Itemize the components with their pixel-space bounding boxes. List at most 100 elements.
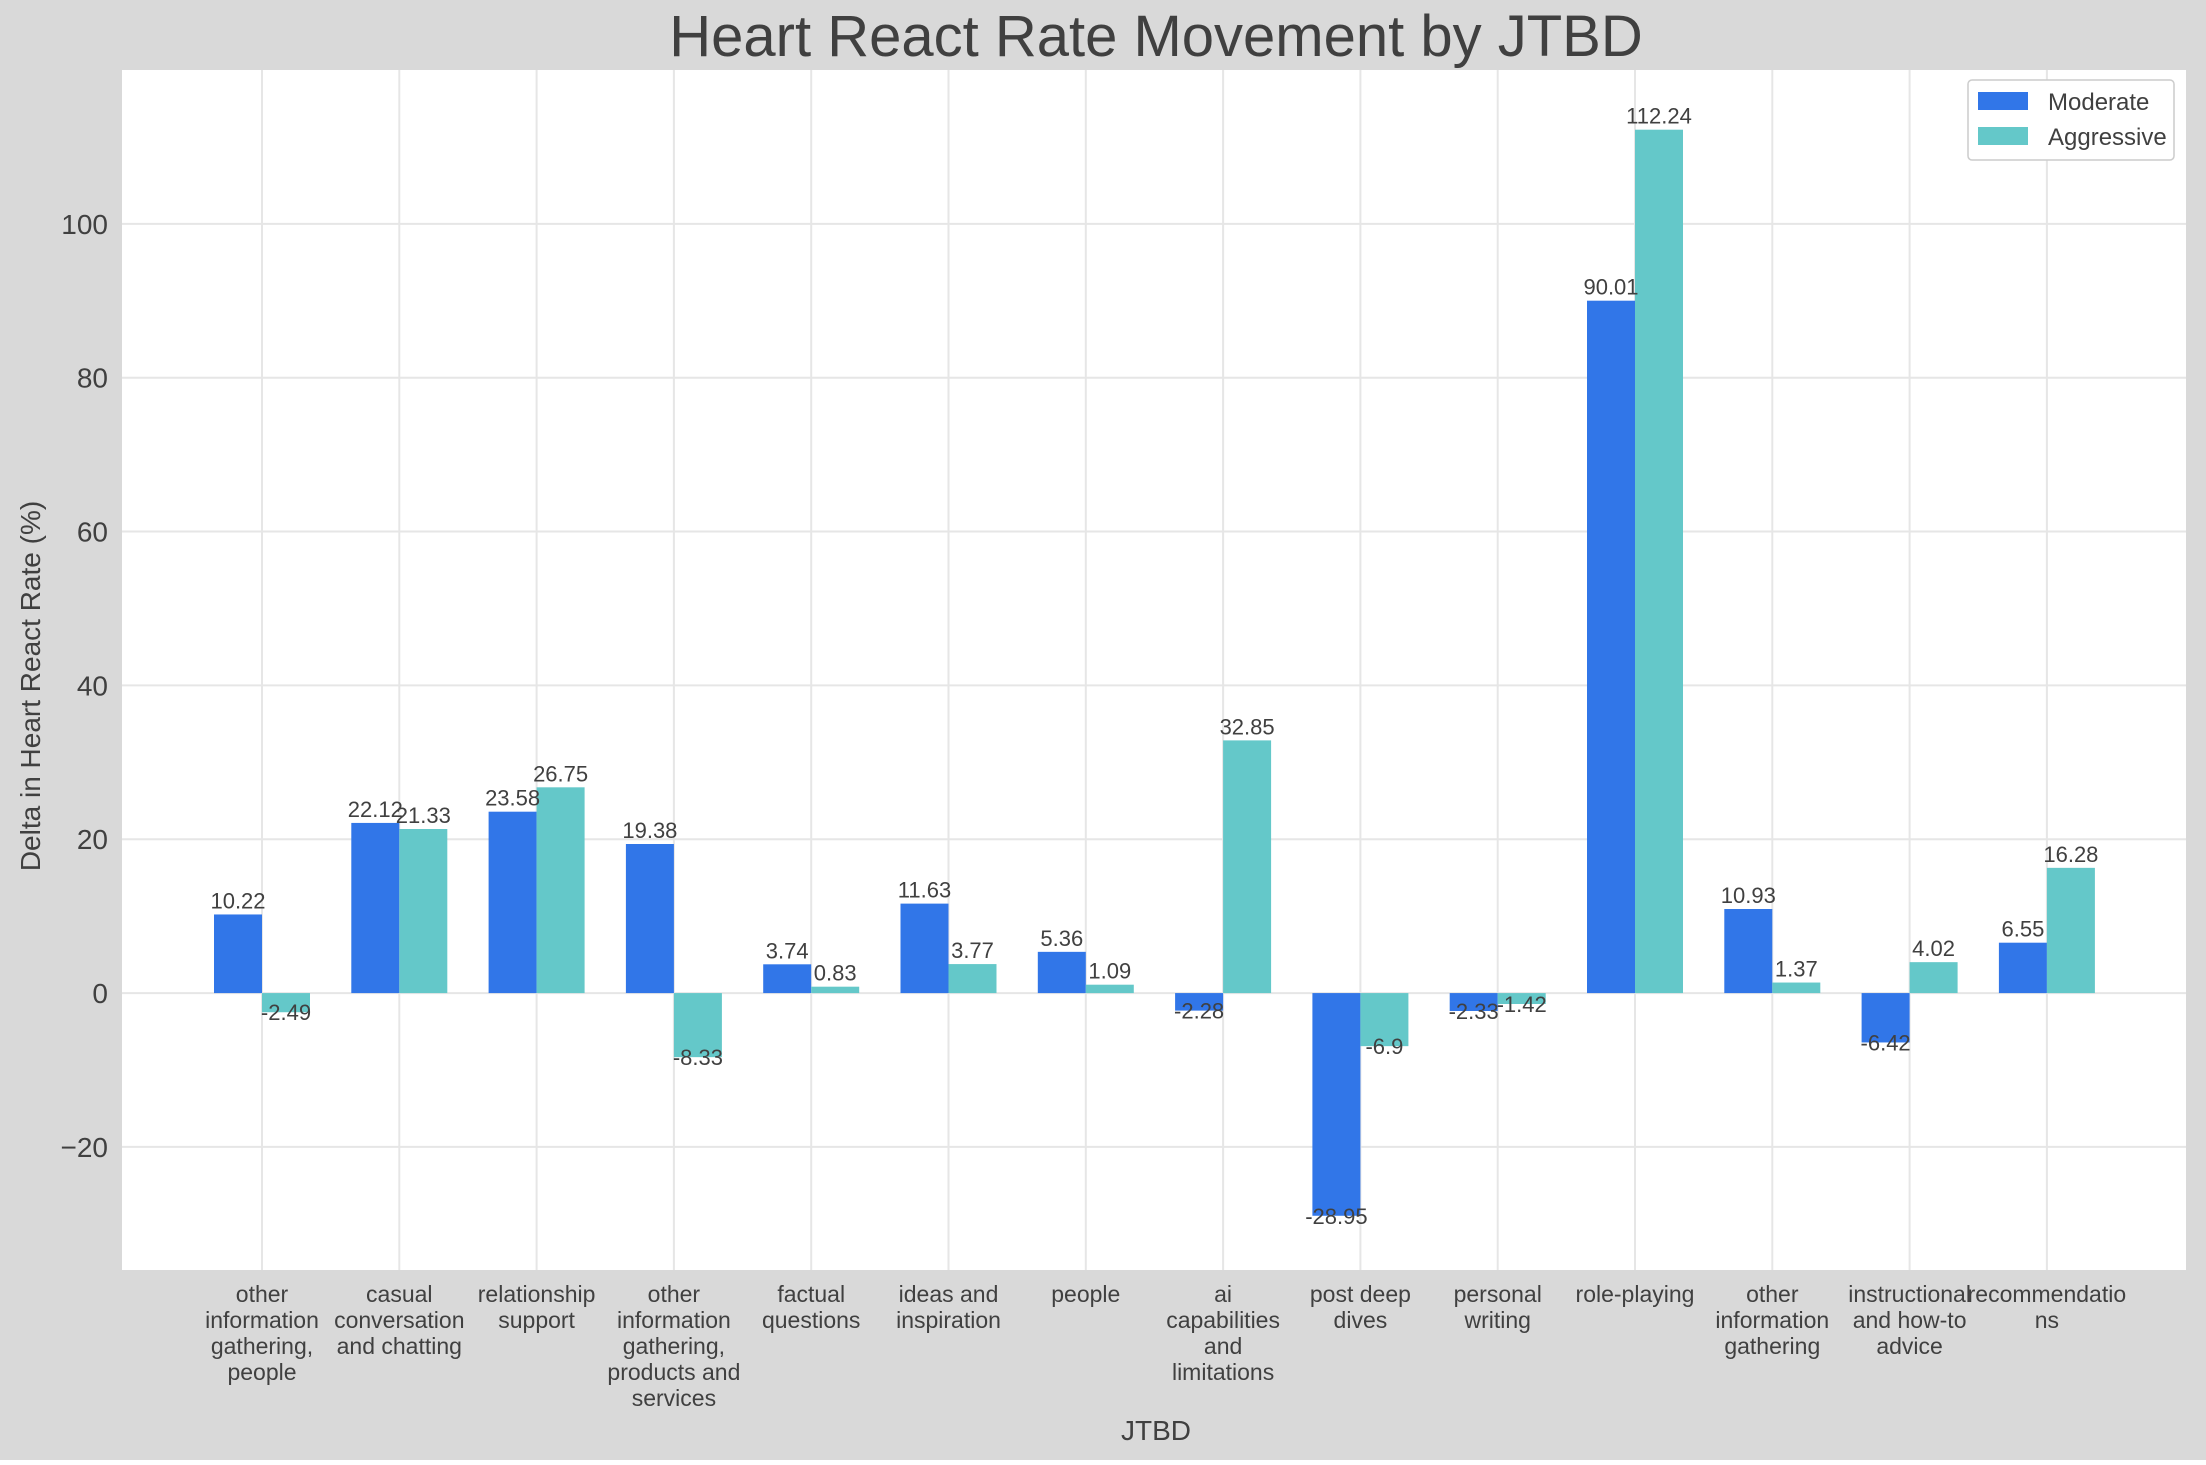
data-label-aggressive: -2.49 bbox=[261, 1000, 311, 1025]
x-tick-label-line: support bbox=[498, 1307, 575, 1333]
bar-aggressive bbox=[1909, 962, 1958, 994]
y-tick-label: 60 bbox=[77, 517, 108, 548]
data-label-aggressive: 26.75 bbox=[533, 761, 588, 786]
chart-title: Heart React Rate Movement by JTBD bbox=[669, 4, 1642, 69]
x-tick-label-line: other bbox=[648, 1281, 701, 1307]
x-tick-label-line: post deep bbox=[1310, 1281, 1411, 1307]
x-tick-label: other information gathering, people bbox=[205, 1281, 319, 1385]
bar-aggressive bbox=[2046, 867, 2095, 994]
x-tick-label-line: information bbox=[617, 1307, 731, 1333]
x-tick-label-line: recommendatio bbox=[1968, 1281, 2127, 1307]
x-tick-label-line: ai bbox=[1214, 1281, 1232, 1307]
bar-moderate bbox=[351, 822, 400, 994]
data-labels: 10.22 22.12 23.58 19.38 3.74 11.63 5.36 -2.28 -2… bbox=[210, 104, 2098, 1229]
y-axis-label: Delta in Heart React Rate (%) bbox=[15, 501, 46, 871]
data-label-aggressive: -8.33 bbox=[673, 1045, 723, 1070]
y-tick-label: 40 bbox=[77, 670, 108, 701]
bar-moderate bbox=[763, 964, 812, 994]
x-tick-label: personal writing bbox=[1454, 1281, 1542, 1333]
x-tick-label-line: advice bbox=[1876, 1333, 1942, 1359]
x-tick-label-line: dives bbox=[1334, 1307, 1388, 1333]
y-tick-label: 80 bbox=[77, 363, 108, 394]
x-tick-label-line: gathering, bbox=[623, 1333, 725, 1359]
data-label-aggressive: 1.37 bbox=[1775, 957, 1818, 982]
x-tick-label-line: information bbox=[1715, 1307, 1829, 1333]
y-tick-label: −20 bbox=[61, 1132, 109, 1163]
x-tick-label: role-playing bbox=[1576, 1281, 1695, 1307]
x-tick-label-line: gathering, bbox=[211, 1333, 313, 1359]
data-label-moderate: 11.63 bbox=[898, 878, 951, 903]
plot-area bbox=[122, 70, 2186, 1270]
data-label-moderate: -6.42 bbox=[1861, 1030, 1911, 1055]
x-tick-label-line: capabilities bbox=[1166, 1307, 1280, 1333]
legend-label-aggressive: Aggressive bbox=[2048, 124, 2167, 151]
bar-aggressive bbox=[262, 993, 310, 1013]
bar-aggressive bbox=[811, 986, 860, 994]
data-label-aggressive: 16.28 bbox=[2043, 842, 2098, 867]
x-tick-label: factual questions bbox=[762, 1281, 860, 1333]
data-label-aggressive: 3.77 bbox=[951, 938, 994, 963]
data-label-moderate: 22.12 bbox=[348, 797, 403, 822]
y-axis-ticks: −20 0 20 40 60 80 100 bbox=[61, 209, 109, 1163]
legend-label-moderate: Moderate bbox=[2048, 89, 2149, 116]
x-tick-label-line: casual bbox=[366, 1281, 432, 1307]
x-tick-label: ideas and inspiration bbox=[896, 1281, 1001, 1333]
x-tick-label: casual conversation and chatting bbox=[334, 1281, 464, 1359]
x-tick-label: people bbox=[1051, 1281, 1120, 1307]
data-label-moderate: 3.74 bbox=[766, 938, 809, 963]
data-label-moderate: -2.28 bbox=[1174, 999, 1224, 1024]
data-label-moderate: -28.95 bbox=[1305, 1204, 1367, 1229]
bar-moderate bbox=[1998, 942, 2047, 994]
legend-swatch-moderate bbox=[1978, 92, 2028, 110]
x-tick-label-line: people bbox=[227, 1359, 296, 1385]
bar-moderate bbox=[1724, 909, 1773, 994]
x-tick-label-line: relationship bbox=[478, 1281, 596, 1307]
x-tick-label-line: and chatting bbox=[337, 1333, 462, 1359]
bar-aggressive bbox=[673, 993, 722, 1058]
bar-aggressive bbox=[1085, 984, 1134, 994]
data-label-moderate: -2.33 bbox=[1449, 999, 1499, 1024]
x-tick-label-line: ns bbox=[2035, 1307, 2059, 1333]
bar-aggressive bbox=[1360, 993, 1409, 1047]
x-tick-label: other information gathering bbox=[1715, 1281, 1829, 1359]
bars bbox=[214, 129, 2095, 1216]
bar-moderate bbox=[900, 903, 949, 994]
x-tick-label-line: conversation bbox=[334, 1307, 464, 1333]
x-tick-label-line: people bbox=[1051, 1281, 1120, 1307]
bar-moderate bbox=[1175, 993, 1224, 1011]
x-tick-label-line: ideas and bbox=[899, 1281, 999, 1307]
bar-moderate bbox=[1312, 993, 1361, 1216]
x-tick-label-line: inspiration bbox=[896, 1307, 1001, 1333]
x-tick-label-line: questions bbox=[762, 1307, 860, 1333]
bar-aggressive bbox=[1223, 740, 1272, 994]
bar-aggressive bbox=[1635, 129, 1683, 994]
bar-moderate bbox=[1037, 951, 1086, 994]
x-tick-label-line: other bbox=[236, 1281, 289, 1307]
x-tick-label-line: services bbox=[632, 1385, 716, 1411]
x-tick-label-line: gathering bbox=[1724, 1333, 1820, 1359]
data-label-moderate: 10.93 bbox=[1721, 883, 1776, 908]
x-tick-label-line: personal bbox=[1454, 1281, 1542, 1307]
data-label-aggressive: -6.9 bbox=[1365, 1034, 1403, 1059]
y-tick-label: 0 bbox=[92, 978, 108, 1009]
x-tick-label: post deep dives bbox=[1310, 1281, 1411, 1333]
bar-moderate bbox=[1587, 300, 1635, 994]
bar-aggressive bbox=[1772, 982, 1821, 994]
data-label-aggressive: -1.42 bbox=[1497, 992, 1547, 1017]
x-tick-label-line: information bbox=[205, 1307, 319, 1333]
x-tick-label-line: products and bbox=[607, 1359, 740, 1385]
bar-aggressive bbox=[1497, 993, 1546, 1004]
x-tick-label-line: factual bbox=[777, 1281, 845, 1307]
data-label-aggressive: 1.09 bbox=[1088, 959, 1131, 984]
x-axis-label: JTBD bbox=[1121, 1415, 1191, 1446]
data-label-moderate: 90.01 bbox=[1583, 275, 1638, 300]
gridlines bbox=[122, 70, 2186, 1270]
x-tick-label-line: other bbox=[1746, 1281, 1799, 1307]
data-label-moderate: 5.36 bbox=[1040, 926, 1083, 951]
bar-aggressive bbox=[536, 787, 585, 994]
legend: Moderate Aggressive bbox=[1967, 79, 2175, 161]
bar-moderate bbox=[1449, 993, 1498, 1011]
